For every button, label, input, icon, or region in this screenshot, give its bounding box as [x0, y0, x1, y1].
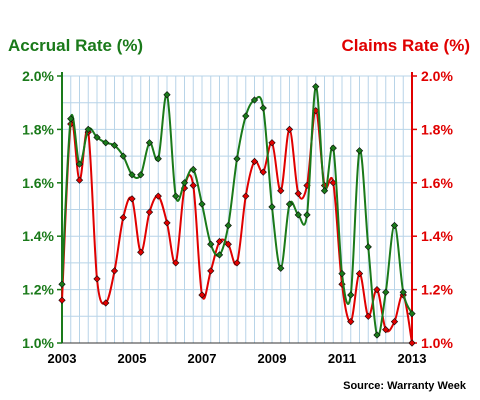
- accrual-point: [303, 211, 311, 219]
- accrual-point: [215, 251, 224, 259]
- claims-point: [242, 192, 250, 200]
- right-tick-label: 1.0%: [421, 335, 453, 351]
- claims-point: [137, 248, 145, 256]
- claims-point: [163, 219, 171, 227]
- claims-point: [207, 267, 215, 275]
- right-tick-label: 1.2%: [421, 282, 453, 298]
- left-tick-label: 1.6%: [22, 175, 54, 191]
- accrual-point: [408, 310, 416, 318]
- claims-point: [259, 168, 267, 176]
- claims-point: [373, 285, 381, 294]
- accrual-point: [224, 221, 232, 230]
- claims-point: [355, 269, 364, 278]
- x-tick-label: 2013: [398, 351, 427, 366]
- accrual-point: [67, 115, 75, 123]
- accrual-point: [198, 200, 206, 208]
- accrual-point: [58, 280, 66, 288]
- right-axis-title: Claims Rate (%): [341, 36, 470, 55]
- claims-point: [347, 318, 355, 326]
- claims-point: [110, 267, 119, 275]
- accrual-point: [382, 288, 390, 296]
- claims-point: [128, 195, 136, 203]
- claims-point: [93, 275, 101, 283]
- accrual-point: [259, 104, 267, 112]
- claims-point: [145, 208, 154, 216]
- right-tick-label: 1.8%: [421, 121, 453, 137]
- accrual-point: [338, 269, 346, 278]
- accrual-point: [355, 147, 364, 155]
- claims-point: [408, 339, 416, 347]
- claims-point: [58, 296, 66, 304]
- accrual-point: [233, 155, 241, 163]
- accrual-point: [320, 187, 329, 195]
- accrual-point: [137, 171, 145, 179]
- left-tick-label: 1.4%: [22, 228, 54, 244]
- accrual-point: [172, 192, 180, 200]
- accrual-point: [364, 243, 372, 251]
- accrual-point: [294, 211, 302, 219]
- accrual-point: [268, 203, 276, 211]
- accrual-point: [75, 160, 84, 168]
- right-tick-label: 2.0%: [421, 68, 453, 84]
- accrual-point: [102, 139, 110, 147]
- accrual-point: [207, 240, 215, 248]
- accrual-point: [285, 200, 294, 208]
- right-tick-label: 1.4%: [421, 228, 453, 244]
- claims-point: [154, 192, 162, 200]
- claims-point: [233, 259, 241, 267]
- accrual-point: [347, 291, 355, 299]
- x-tick-label: 2009: [258, 351, 287, 366]
- right-tick-label: 1.6%: [421, 175, 453, 191]
- claims-point: [224, 240, 232, 248]
- accrual-point: [329, 144, 337, 152]
- claims-point: [277, 187, 285, 195]
- accrual-point: [128, 171, 136, 179]
- claims-point: [250, 157, 259, 166]
- left-tick-label: 2.0%: [22, 68, 54, 84]
- claims-point: [364, 312, 372, 320]
- left-tick-label: 1.8%: [22, 121, 54, 137]
- claims-point: [390, 318, 399, 326]
- accrual-point: [242, 112, 250, 120]
- accrual-point: [373, 331, 381, 339]
- claims-point: [268, 139, 276, 147]
- claims-point: [119, 213, 127, 222]
- accrual-point: [154, 155, 162, 163]
- claims-point: [215, 237, 224, 246]
- x-tick-label: 2003: [48, 351, 77, 366]
- claims-point: [172, 259, 180, 267]
- accrual-point: [312, 83, 320, 91]
- left-tick-label: 1.0%: [22, 335, 54, 351]
- claims-point: [382, 326, 390, 334]
- claims-point: [285, 125, 294, 134]
- claims-point: [102, 299, 110, 307]
- accrual-point: [277, 264, 285, 272]
- x-tick-label: 2007: [188, 351, 217, 366]
- source-note: Source: Warranty Week: [343, 380, 466, 392]
- grid-lines: [61, 75, 413, 344]
- tick-labels: 1.0% 1.0% 1.2% 1.2% 1.4% 1.4% 1.6% 1.6% 1.8% 1.8%…: [22, 68, 453, 366]
- accrual-point: [180, 179, 189, 187]
- accrual-point: [189, 165, 197, 174]
- series-layer: [58, 83, 416, 347]
- claims-point: [75, 176, 84, 184]
- accrual-point: [399, 288, 407, 296]
- accrual-point: [145, 139, 154, 147]
- accrual-point: [84, 125, 92, 134]
- left-tick-label: 1.2%: [22, 282, 54, 298]
- accrual-point: [110, 141, 119, 150]
- claims-point: [189, 181, 197, 190]
- claims-point: [198, 291, 206, 299]
- accrual-point: [119, 152, 127, 160]
- x-tick-label: 2011: [328, 351, 356, 366]
- accrual-point: [250, 96, 259, 104]
- accrual-point: [163, 91, 171, 99]
- accrual-point: [93, 133, 101, 142]
- accrual-point: [390, 221, 399, 230]
- x-tick-label: 2005: [118, 351, 147, 366]
- left-axis-title: Accrual Rate (%): [8, 36, 144, 55]
- claims-point: [294, 189, 302, 198]
